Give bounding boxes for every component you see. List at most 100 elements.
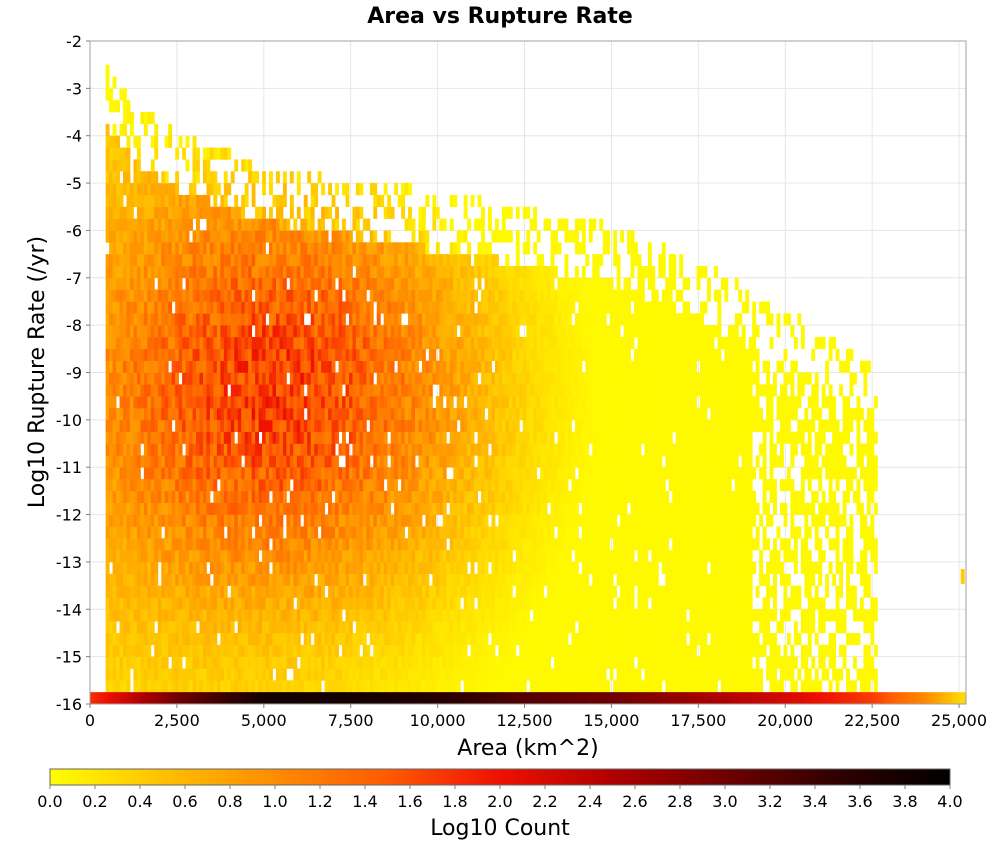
heatmap-cell [383,644,388,657]
heatmap-cell [439,467,444,480]
heatmap-cell [161,550,166,563]
heatmap-cell [376,514,381,527]
heatmap-cell [272,372,277,385]
heatmap-cell [435,609,440,622]
heatmap-cell [460,325,465,338]
heatmap-cell [519,289,524,302]
heatmap-cell [390,313,395,326]
heatmap-cell [335,585,339,598]
heatmap-cell [376,419,381,432]
heatmap-cell [442,336,447,350]
heatmap-cell [470,408,475,421]
heatmap-cell [529,218,534,231]
heatmap-cell [282,218,287,231]
heatmap-cell [279,502,284,515]
heatmap-cell [432,561,437,575]
heatmap-cell [192,159,197,172]
heatmap-cell [262,171,266,184]
heatmap-cell [227,526,232,539]
heatmap-cell [244,396,249,409]
heatmap-cell [213,573,218,586]
heatmap-cell [189,597,193,610]
heatmap-cell [279,206,284,219]
heatmap-cell [206,206,211,219]
heatmap-cell [362,490,367,504]
heatmap-cell [348,384,353,397]
heatmap-cell [105,159,110,172]
heatmap-cell [136,396,141,409]
heatmap-cell [109,313,113,326]
heatmap-cell [123,100,127,113]
heatmap-cell [328,360,332,373]
heatmap-cell [157,514,162,527]
heatmap-cell [307,514,312,527]
heatmap-cell [352,550,357,563]
heatmap-cell [415,526,419,539]
heatmap-cell [411,656,416,669]
heatmap-cell [213,490,218,504]
heatmap-cell [147,514,152,527]
heatmap-cell [112,538,117,551]
heatmap-cell [397,325,402,338]
heatmap-cell [404,443,409,456]
heatmap-cell [505,502,510,515]
heatmap-cell [192,632,197,646]
heatmap-cell [255,301,259,314]
heatmap-cell [185,206,190,219]
heatmap-cell [411,372,416,385]
heatmap-cell [213,171,218,184]
heatmap-cell [147,490,152,504]
heatmap-cell [411,621,416,634]
heatmap-cell [147,455,152,468]
heatmap-cell [498,597,503,610]
heatmap-cell [484,668,489,681]
heatmap-cell [494,372,499,385]
heatmap-cell [248,301,253,314]
heatmap-cell [435,597,440,610]
heatmap-cell [505,585,510,598]
heatmap-cell [415,632,419,646]
heatmap-cell [501,573,506,586]
heatmap-cell [275,644,280,657]
heatmap-cell [369,502,374,515]
heatmap-cell [157,265,162,279]
heatmap-cell [168,242,173,255]
heatmap-cell [112,230,117,243]
heatmap-cell [175,431,180,444]
heatmap-cell [223,230,228,243]
heatmap-cell [300,419,305,432]
heatmap-cell [286,644,291,657]
heatmap-cell [373,431,378,444]
heatmap-cell [185,313,190,326]
heatmap-cell [196,360,200,373]
heatmap-cell [488,526,492,539]
heatmap-cell [265,668,270,681]
heatmap-cell [209,325,214,338]
heatmap-cell [129,372,134,385]
heatmap-cell [223,372,228,385]
heatmap-cell [477,538,482,551]
heatmap-cell [314,514,319,527]
heatmap-cell [369,301,374,314]
heatmap-cell [470,514,475,527]
heatmap-cell [359,656,364,669]
heatmap-cell [289,206,294,219]
heatmap-cell [338,550,343,563]
heatmap-cell [401,325,405,338]
heatmap-cell [324,621,329,634]
heatmap-cell [342,467,346,480]
heatmap-cell [352,289,357,302]
heatmap-cell [376,597,381,610]
heatmap-cell [310,561,315,575]
heatmap-cell [484,561,489,575]
heatmap-cell [279,585,284,598]
heatmap-cell [526,514,531,527]
heatmap-cell [442,668,447,681]
heatmap-cell [105,467,110,480]
heatmap-cell [425,585,430,598]
heatmap-cell [303,538,308,551]
heatmap-cell [449,561,454,575]
heatmap-cell [376,680,381,693]
heatmap-cell [449,490,454,504]
heatmap-cell [133,585,138,598]
